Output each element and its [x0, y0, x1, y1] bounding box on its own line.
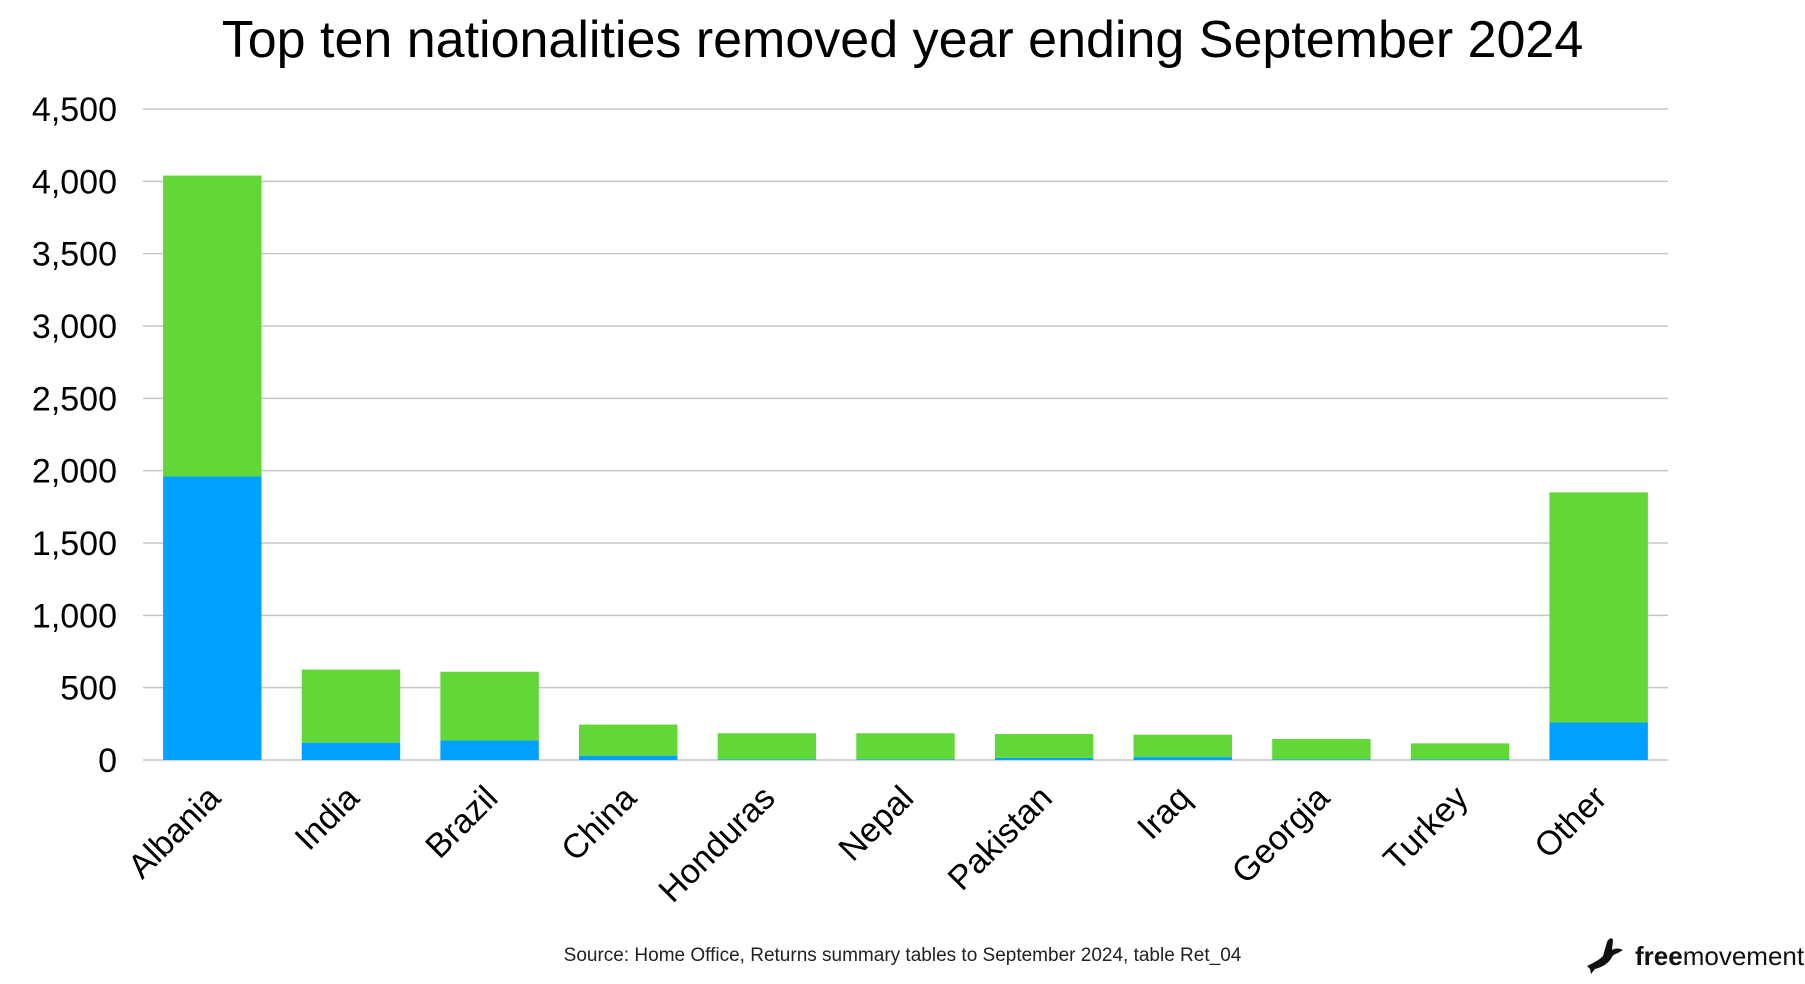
x-axis-labels: Albania India Brazil China Honduras Nepal Paki…: [121, 779, 1614, 910]
x-tick-label-pakistan: Pakistan: [941, 779, 1060, 898]
bar-segment-honduras-2: [717, 733, 817, 760]
chart-title: Top ten nationalities removed year endin…: [221, 11, 1584, 69]
source-note: Source: Home Office, Returns summary tab…: [563, 945, 1242, 966]
bar-segment-honduras-1: [717, 759, 817, 760]
x-tick-label-india: India: [288, 779, 367, 858]
y-tick-label: 3,500: [32, 236, 117, 274]
bars: [163, 175, 1648, 760]
bar-segment-china-1: [579, 755, 678, 760]
y-tick-label: 1,500: [32, 525, 117, 563]
x-tick-label-albania: Albania: [121, 779, 228, 886]
x-tick-label-honduras: Honduras: [651, 779, 782, 910]
x-tick-label-iraq: Iraq: [1130, 779, 1198, 847]
brand-logo: freemovement: [1585, 936, 1804, 976]
x-tick-label-turkey: Turkey: [1376, 779, 1475, 878]
y-tick-label: 4,000: [32, 163, 117, 201]
bar-segment-pakistan-2: [994, 733, 1094, 758]
bar-segment-georgia-1: [1272, 759, 1371, 760]
bar-segment-nepal-1: [856, 759, 955, 760]
bar-segment-iraq-2: [1133, 734, 1232, 758]
y-tick-label: 2,500: [32, 380, 117, 418]
x-tick-label-georgia: Georgia: [1225, 779, 1337, 891]
brand-text-bold: free: [1635, 940, 1683, 971]
y-tick-label: 1,000: [32, 597, 117, 635]
bar-segment-brazil-2: [440, 671, 539, 741]
y-axis-ticks: 0 500 1,000 1,500 2,000 2,500 3,000 3,500 4,000 4…: [32, 91, 117, 780]
y-tick-label: 4,500: [32, 91, 117, 129]
x-tick-label-brazil: Brazil: [418, 779, 505, 866]
y-tick-label: 2,000: [32, 453, 117, 491]
x-tick-label-china: China: [554, 779, 644, 869]
bar-segment-turkey-1: [1410, 759, 1510, 760]
x-tick-label-nepal: Nepal: [831, 779, 921, 869]
bar-segment-india-2: [301, 669, 401, 743]
gridlines: [143, 108, 1668, 761]
bar-segment-iraq-1: [1133, 757, 1232, 760]
bar-segment-nepal-2: [856, 733, 955, 760]
y-tick-label: 0: [98, 742, 117, 780]
bar-segment-india-1: [301, 742, 401, 760]
bar-segment-turkey-2: [1410, 743, 1510, 760]
brand-text-regular: movement: [1682, 940, 1805, 971]
bar-segment-pakistan-1: [994, 757, 1094, 760]
y-tick-label: 500: [60, 670, 117, 708]
bar-segment-other-1: [1549, 722, 1648, 760]
bar-segment-albania-1: [163, 476, 262, 760]
y-tick-label: 3,000: [32, 308, 117, 346]
bar-segment-brazil-1: [440, 740, 539, 760]
bar-segment-albania-2: [163, 175, 262, 477]
bar-segment-china-2: [579, 724, 678, 756]
x-tick-label-other: Other: [1527, 779, 1614, 866]
bird-icon: [1587, 938, 1623, 974]
bar-segment-other-2: [1549, 492, 1648, 723]
bar-segment-georgia-2: [1272, 739, 1371, 760]
